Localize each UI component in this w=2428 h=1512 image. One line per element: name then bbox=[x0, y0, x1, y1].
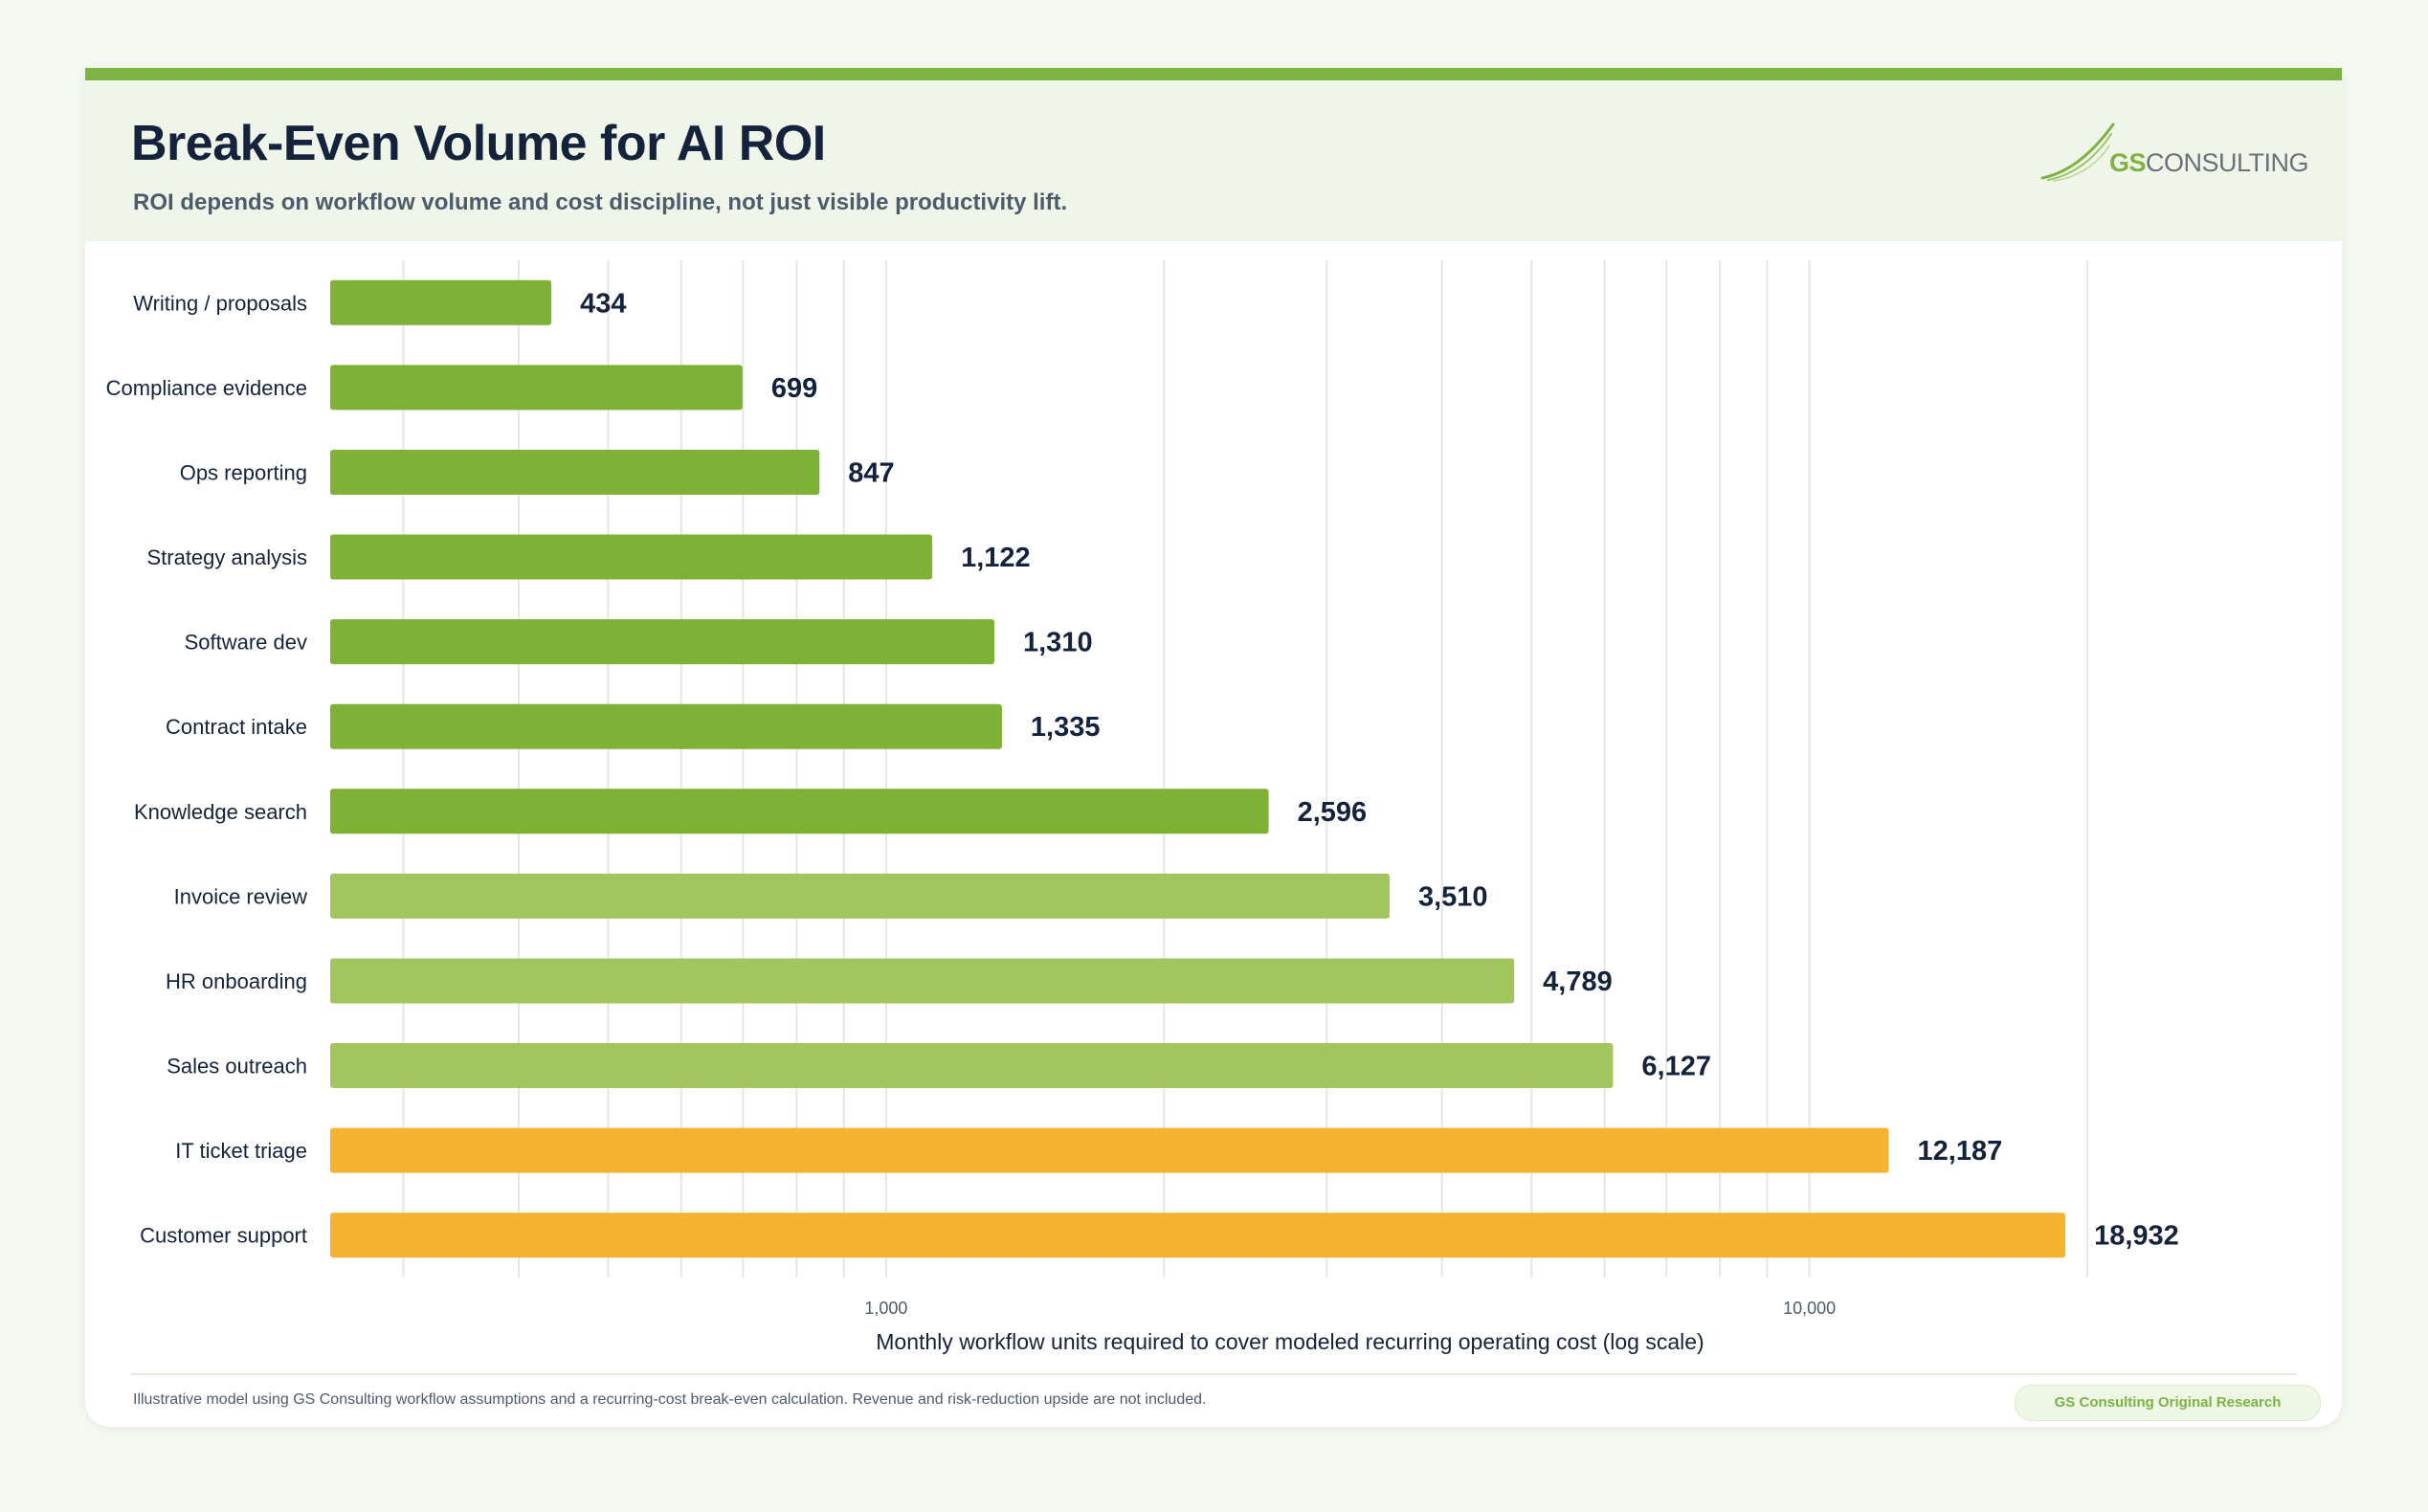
category-label: Customer support bbox=[140, 1224, 307, 1248]
value-label: 1,122 bbox=[961, 543, 1031, 573]
value-label: 1,310 bbox=[1023, 628, 1093, 658]
bar bbox=[330, 703, 1002, 749]
bar bbox=[330, 365, 743, 411]
bar bbox=[330, 873, 1390, 919]
x-tick-label: 10,000 bbox=[1783, 1299, 1836, 1318]
bar bbox=[330, 1127, 1889, 1173]
value-label: 434 bbox=[580, 288, 626, 319]
category-label: HR onboarding bbox=[166, 969, 307, 993]
bar bbox=[330, 789, 1269, 834]
value-label: 18,932 bbox=[2094, 1221, 2179, 1252]
category-label: Sales outreach bbox=[167, 1055, 307, 1078]
category-label: Writing / proposals bbox=[133, 291, 307, 315]
gs-consulting-logo: GSCONSULTING bbox=[2040, 119, 2309, 186]
swoosh-icon bbox=[2040, 122, 2115, 182]
bar bbox=[330, 1043, 1614, 1089]
logo-consulting: CONSULTING bbox=[2146, 148, 2309, 177]
category-label: Contract intake bbox=[166, 715, 307, 739]
value-label: 2,596 bbox=[1298, 797, 1368, 828]
logo-gs: GS bbox=[2109, 148, 2147, 177]
bar bbox=[330, 279, 552, 325]
value-label: 6,127 bbox=[1641, 1052, 1711, 1082]
footer-note: Illustrative model using GS Consulting w… bbox=[133, 1391, 1207, 1408]
bar bbox=[330, 958, 1515, 1004]
bar bbox=[330, 619, 995, 665]
bar bbox=[330, 449, 820, 495]
x-tick-label: 1,000 bbox=[864, 1299, 907, 1318]
value-label: 847 bbox=[848, 457, 894, 488]
value-label: 1,335 bbox=[1031, 712, 1101, 743]
accent-bar bbox=[85, 68, 2342, 80]
x-axis-label: Monthly workflow units required to cover… bbox=[876, 1329, 1704, 1354]
logo-wordmark: GSCONSULTING bbox=[2109, 148, 2309, 178]
category-label: Strategy analysis bbox=[146, 545, 307, 569]
value-label: 3,510 bbox=[1418, 881, 1488, 912]
value-label: 12,187 bbox=[1918, 1136, 2003, 1167]
bar-chart: Writing / proposals 434 Compliance evidenc… bbox=[106, 260, 2179, 1354]
chart-card: Break-Even Volume for AI ROI ROI depends… bbox=[85, 68, 2342, 1427]
chart-title: Break-Even Volume for AI ROI bbox=[131, 116, 826, 171]
chart-subtitle: ROI depends on workflow volume and cost … bbox=[133, 189, 1068, 215]
category-label: Compliance evidence bbox=[106, 376, 307, 400]
bar bbox=[330, 1212, 2066, 1258]
category-label: IT ticket triage bbox=[175, 1139, 307, 1163]
value-label: 699 bbox=[771, 373, 817, 404]
category-label: Ops reporting bbox=[180, 460, 307, 484]
research-badge: GS Consulting Original Research bbox=[2015, 1385, 2321, 1421]
footer-divider bbox=[131, 1373, 2296, 1375]
header: Break-Even Volume for AI ROI ROI depends… bbox=[85, 80, 2342, 241]
bar bbox=[330, 534, 933, 580]
category-label: Knowledge search bbox=[134, 800, 307, 824]
category-label: Software dev bbox=[185, 631, 307, 655]
category-label: Invoice review bbox=[174, 884, 308, 908]
value-label: 4,789 bbox=[1543, 967, 1613, 997]
